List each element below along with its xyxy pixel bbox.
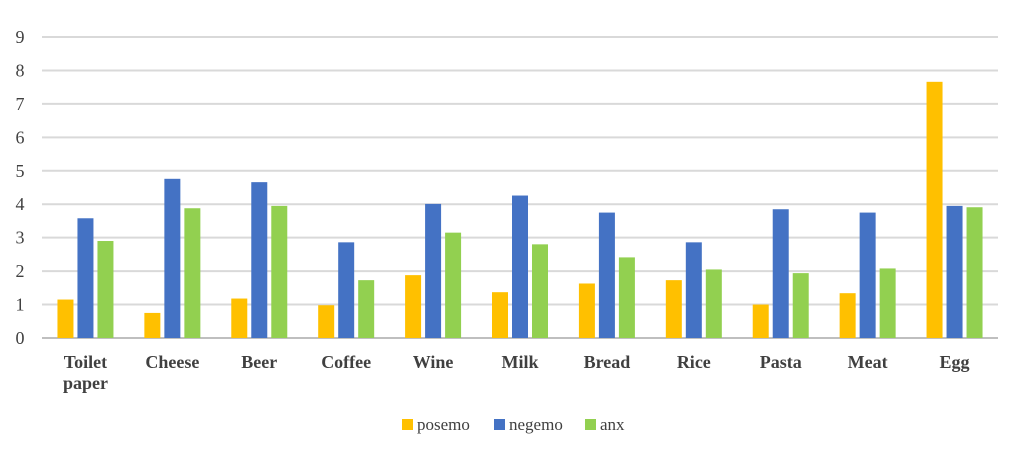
legend-label-posemo: posemo bbox=[417, 415, 470, 434]
y-tick-label: 8 bbox=[16, 60, 25, 80]
legend-label-negemo: negemo bbox=[509, 415, 563, 434]
bar-posemo-pasta bbox=[752, 304, 769, 338]
x-category-label: Pasta bbox=[760, 352, 802, 372]
bar-anx-wine bbox=[445, 232, 462, 338]
bar-posemo-rice bbox=[665, 280, 682, 338]
legend-label-anx: anx bbox=[600, 415, 625, 434]
x-category-label: Egg bbox=[940, 352, 970, 372]
bar-posemo-meat bbox=[839, 293, 856, 338]
bar-negemo-wine bbox=[425, 203, 442, 338]
legend-swatch-anx bbox=[585, 419, 596, 430]
x-category-label: Wine bbox=[413, 352, 454, 372]
bar-posemo-cheese bbox=[144, 312, 161, 338]
bars bbox=[57, 81, 983, 338]
bar-negemo-bread bbox=[598, 212, 615, 338]
y-tick-label: 4 bbox=[16, 194, 25, 214]
bar-negemo-milk bbox=[512, 195, 528, 338]
bar-anx-milk bbox=[532, 244, 548, 338]
x-category-label: Cheese bbox=[145, 352, 199, 372]
x-category-label: Coffee bbox=[321, 352, 371, 372]
x-category-label: Toilet paper bbox=[63, 352, 108, 393]
bar-negemo-beer bbox=[251, 182, 268, 338]
bar-posemo-coffee bbox=[318, 305, 335, 338]
y-tick-label: 0 bbox=[16, 328, 25, 348]
bar-posemo-wine bbox=[405, 275, 422, 338]
bar-posemo-egg bbox=[926, 81, 943, 338]
bar-posemo-toilet-paper bbox=[57, 299, 74, 338]
bar-anx-coffee bbox=[358, 280, 375, 338]
bar-posemo-beer bbox=[231, 298, 248, 338]
bar-negemo-meat bbox=[859, 212, 876, 338]
bar-anx-toilet-paper bbox=[97, 241, 114, 338]
bar-posemo-bread bbox=[578, 283, 595, 338]
bar-negemo-coffee bbox=[338, 242, 355, 338]
bar-negemo-cheese bbox=[164, 178, 181, 338]
bar-anx-bread bbox=[618, 257, 635, 338]
y-axis-ticks: 0 1 2 3 4 5 6 7 8 9 bbox=[16, 27, 25, 348]
bar-anx-egg bbox=[966, 207, 983, 338]
x-category-label: Rice bbox=[677, 352, 711, 372]
y-tick-label: 5 bbox=[16, 161, 25, 181]
legend-swatch-posemo bbox=[402, 419, 413, 430]
y-tick-label: 9 bbox=[16, 27, 25, 47]
bar-negemo-toilet-paper bbox=[77, 218, 94, 338]
bar-anx-beer bbox=[271, 205, 288, 338]
y-tick-label: 6 bbox=[16, 127, 25, 147]
x-category-label: Meat bbox=[848, 352, 888, 372]
bar-posemo-milk bbox=[492, 292, 508, 338]
bar-negemo-rice bbox=[685, 242, 702, 338]
bar-anx-pasta bbox=[792, 273, 809, 338]
legend-swatch-negemo bbox=[494, 419, 505, 430]
bar-anx-meat bbox=[879, 268, 896, 338]
legend: posemo negemo anx bbox=[402, 415, 625, 434]
y-tick-label: 7 bbox=[16, 94, 25, 114]
bar-anx-rice bbox=[705, 269, 722, 338]
bar-anx-cheese bbox=[184, 208, 201, 338]
y-tick-label: 1 bbox=[16, 295, 25, 315]
x-category-label: Milk bbox=[501, 352, 538, 372]
x-axis-labels: Toilet paper Cheese Beer Coffee Wine Milk Bread… bbox=[63, 352, 970, 393]
x-category-label: Beer bbox=[241, 352, 277, 372]
y-tick-label: 2 bbox=[16, 261, 25, 281]
bar-negemo-pasta bbox=[772, 209, 789, 338]
y-tick-label: 3 bbox=[16, 228, 25, 248]
x-category-label: Bread bbox=[584, 352, 631, 372]
bar-negemo-egg bbox=[946, 205, 963, 338]
